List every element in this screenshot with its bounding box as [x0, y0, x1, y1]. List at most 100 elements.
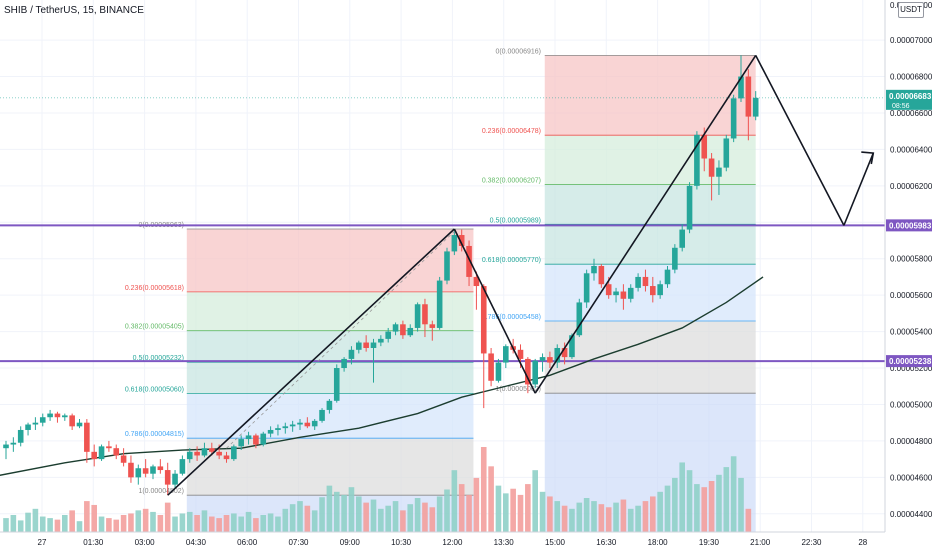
right-fib: 0(0.00006916) 0.236(0.00006478) 0.382(0.00…: [482, 48, 756, 532]
volume-bar: [422, 502, 428, 532]
candle-body: [25, 424, 31, 430]
time-tick-label: 18:00: [648, 538, 669, 547]
candle-body: [694, 134, 700, 186]
time-tick-label: 12:00: [442, 538, 463, 547]
time-tick-label: 16:30: [596, 538, 617, 547]
volume-bar: [708, 481, 715, 532]
volume-bar: [723, 467, 730, 532]
candle-body: [319, 409, 325, 421]
right-fib-zone: [544, 55, 756, 136]
trend-line: [453, 228, 536, 394]
trend-line: [843, 152, 875, 226]
volume-bar: [194, 515, 200, 532]
volume-bar: [201, 510, 208, 532]
volume-bar: [39, 516, 46, 532]
time-tick-label: 09:00: [340, 538, 361, 547]
level-price-badge: [886, 355, 932, 368]
volume-bar: [503, 493, 509, 532]
volume-bar: [186, 511, 193, 532]
candle-body: [547, 357, 553, 363]
candle-body: [723, 138, 730, 168]
volume-bar: [539, 491, 546, 532]
volume-bar: [297, 501, 303, 532]
candle-body: [289, 424, 296, 427]
volume-bar: [260, 515, 267, 532]
volume-bar: [642, 501, 649, 532]
volume-bar: [591, 501, 597, 532]
candle-body: [503, 346, 509, 363]
candle-body: [231, 446, 237, 460]
price-tick-label: 0.00006600: [890, 109, 932, 118]
candle-body: [84, 422, 90, 452]
time-tick-label: 04:30: [186, 538, 207, 547]
left-fib-label: 0.5(0.00005232): [133, 355, 184, 362]
volume-bar: [157, 515, 164, 532]
volume-bar: [267, 513, 274, 532]
candle-body: [260, 433, 267, 445]
candle-body: [348, 349, 355, 359]
volume-bar: [311, 510, 318, 532]
volume-bar: [106, 518, 112, 532]
candle-body: [297, 422, 303, 425]
volume-bar: [216, 518, 222, 532]
trend-line: [534, 54, 757, 394]
candle-body: [716, 167, 722, 177]
last-price-countdown: 08:56: [892, 103, 910, 110]
price-tick-label: 0.00007000: [890, 36, 932, 45]
candle-body: [400, 324, 406, 336]
candle-body: [378, 338, 384, 343]
volume-bar: [458, 484, 465, 532]
candle-body: [47, 413, 53, 418]
candle-body: [113, 448, 120, 456]
candle-body: [488, 353, 494, 381]
candle-body: [157, 466, 164, 471]
volume-bar: [370, 499, 377, 532]
left-fib-zone: [186, 362, 474, 394]
volume-bar: [650, 496, 656, 532]
candle-body: [164, 470, 171, 485]
volume-bar: [605, 507, 612, 532]
candle-body: [466, 245, 472, 277]
volume-bar: [613, 502, 619, 532]
candle-body: [238, 439, 244, 447]
candle-body: [532, 360, 538, 385]
candle-body: [62, 415, 68, 418]
volume-bar: [223, 515, 230, 532]
left-fib-label: 0.786(0.00004815): [125, 431, 184, 438]
volume-bar: [135, 510, 142, 532]
candle-body: [429, 324, 436, 328]
left-fib-label: 0.236(0.00005618): [125, 285, 184, 292]
candle-body: [679, 229, 685, 248]
price-axis-bg: [885, 0, 932, 550]
candle-body: [642, 276, 649, 287]
candle-body: [363, 342, 369, 348]
candle-body: [635, 276, 641, 288]
candle-body: [473, 276, 480, 287]
volume-bar: [598, 504, 605, 532]
right-fib-label: 0.236(0.00006478): [482, 128, 541, 135]
candle-body: [223, 455, 230, 460]
currency-selector[interactable]: USDT: [898, 2, 924, 18]
candle-body: [54, 413, 61, 418]
volume-bar: [547, 496, 553, 532]
volume-bar: [84, 501, 90, 532]
volume-bar: [32, 508, 39, 532]
candle-body: [311, 420, 318, 427]
candle-body: [179, 459, 186, 474]
volume-bar: [348, 487, 355, 532]
volume-bar: [627, 508, 634, 532]
volume-bar: [407, 504, 414, 532]
candle-body: [480, 286, 487, 354]
candle-body: [583, 273, 590, 303]
volume-bar: [436, 496, 443, 532]
candle-body: [605, 284, 612, 296]
time-tick-label: 07:30: [288, 538, 309, 547]
last-price-label: 0.00006683: [889, 92, 932, 101]
time-tick-label: 15:00: [545, 538, 566, 547]
level-price-label: 0.00005238: [889, 357, 932, 366]
candle-body: [517, 349, 524, 359]
candle-body: [120, 455, 127, 463]
candle-body: [444, 251, 450, 281]
